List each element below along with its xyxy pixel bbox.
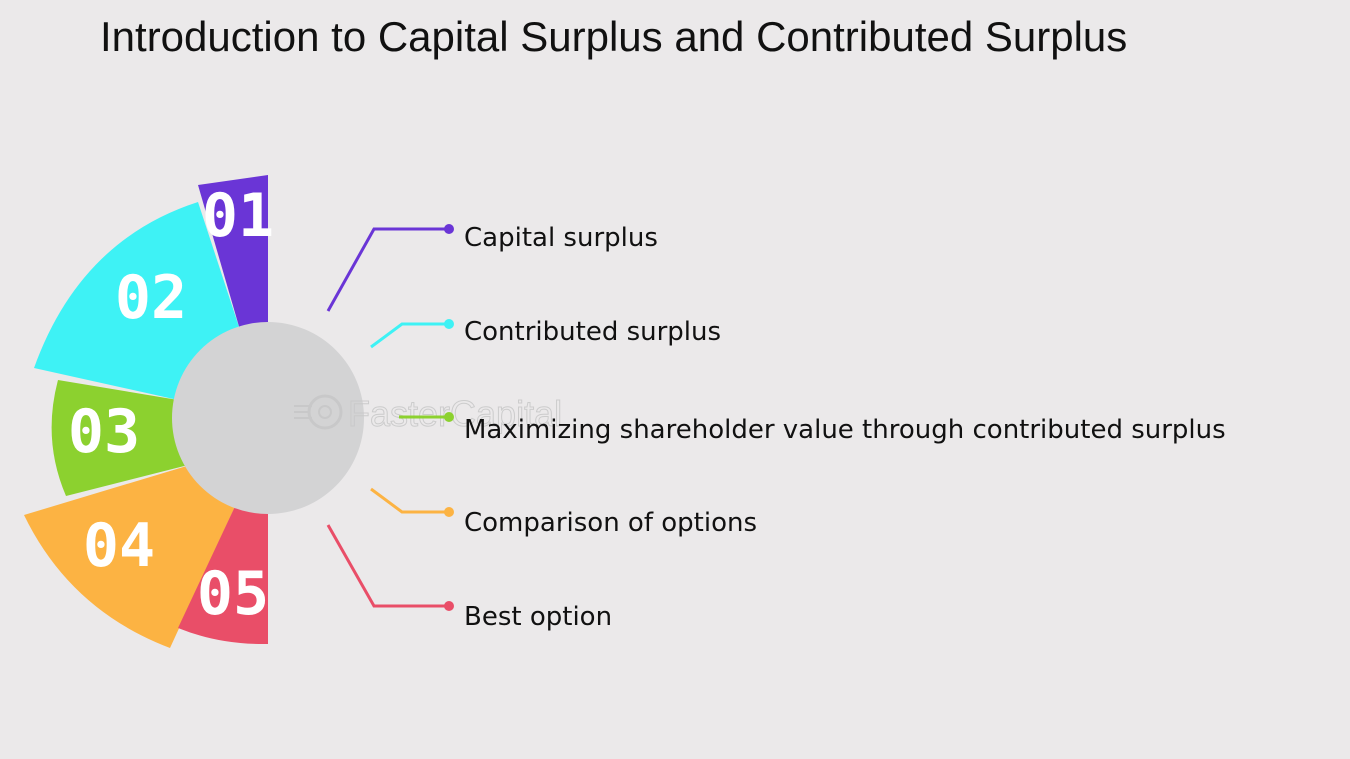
page-title: Introduction to Capital Surplus and Cont… [100, 13, 1128, 60]
item-label-03: Maximizing shareholder value through con… [464, 415, 1226, 445]
connector-dot-04 [444, 507, 454, 517]
segment-04 [24, 462, 238, 648]
segment-number-02: 02 [115, 263, 187, 333]
segment-02 [34, 202, 240, 400]
connector-lines [326, 224, 454, 611]
connector-line-04 [370, 487, 449, 514]
segment-number-05: 05 [197, 559, 269, 629]
segment-01 [198, 175, 268, 330]
segment-03 [51, 380, 200, 496]
segment-05 [178, 500, 268, 645]
connector-line-02 [370, 322, 449, 349]
connector-dot-01 [444, 224, 454, 234]
connector-dot-02 [444, 319, 454, 329]
center-hub [172, 322, 364, 514]
connector-dot-05 [444, 601, 454, 611]
watermark-text: FasterCapital [348, 393, 562, 434]
segment-number-01: 01 [202, 181, 274, 251]
connector-dot-03 [444, 412, 454, 422]
watermark: FasterCapital [294, 393, 563, 435]
segment-number-03: 03 [68, 397, 140, 467]
item-label-05: Best option [464, 602, 613, 632]
segment-number-04: 04 [83, 511, 155, 581]
item-label-01: Capital surplus [464, 223, 658, 253]
connector-line-05 [326, 524, 449, 608]
item-label-04: Comparison of options [464, 508, 758, 538]
item-label-02: Contributed surplus [464, 317, 722, 347]
connector-line-01 [326, 227, 449, 312]
watermark-gear-icon [294, 394, 343, 430]
